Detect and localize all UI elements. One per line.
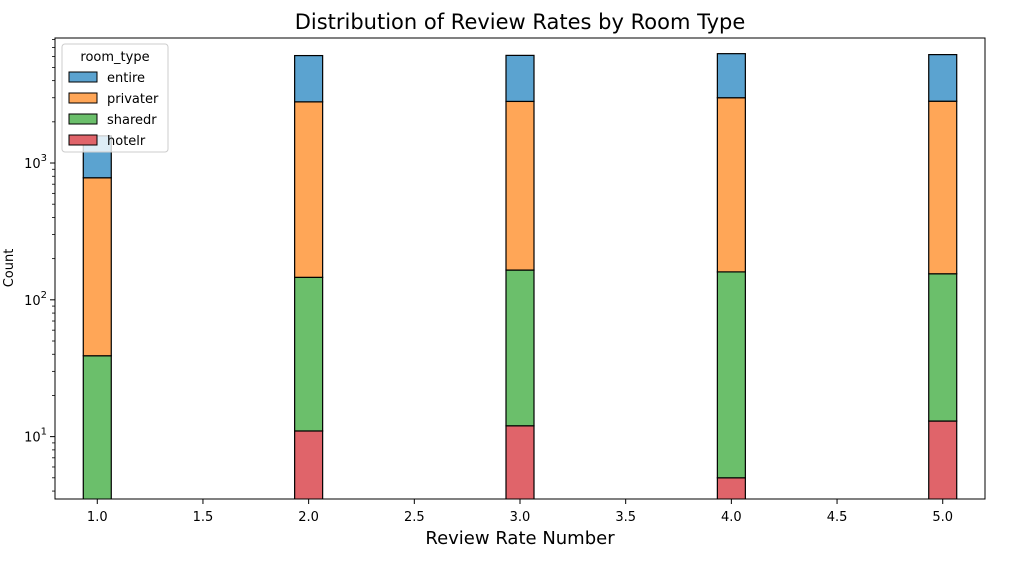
x-tick-label: 2.0 [298,510,319,525]
x-tick-label: 4.0 [721,510,742,525]
bar-privater-1 [82,177,112,357]
bar-sharedr-4 [716,271,746,479]
bar-hotelr-5 [928,420,958,499]
legend-swatch-hotelr [68,134,98,146]
legend-swatch-privater [68,92,98,104]
bar-entire-4 [716,53,746,99]
x-tick-label: 1.0 [87,510,108,525]
bar-privater-3 [505,100,535,271]
bar-hotelr-2 [294,430,324,499]
legend-swatch-entire [68,71,98,83]
x-tick-label: 4.5 [827,510,848,525]
legend-swatch-sharedr [68,113,98,125]
x-tick-label: 3.0 [510,510,531,525]
legend-label-sharedr: sharedr [107,113,157,128]
plot-area: 1.0 1.5 2.0 2.5 3.0 3.5 4.0 4.5 5.0 101 102 103 [24,37,986,525]
bar-entire-3 [505,54,535,103]
bar-privater-2 [294,101,324,278]
bar-sharedr-5 [928,273,958,422]
bar-sharedr-1 [82,355,112,499]
y-tick-label: 102 [24,290,47,309]
legend-title: room_type [80,50,149,65]
bar-entire-2 [294,54,324,103]
bar-privater-5 [928,100,958,275]
x-axis-label: Review Rate Number [425,528,615,549]
x-tick-label: 1.5 [193,510,214,525]
bar-privater-4 [716,97,746,273]
x-tick-label: 2.5 [404,510,425,525]
y-axis-label: Count [2,249,17,288]
legend-label-privater: privater [107,92,159,107]
bars-group [82,53,958,499]
legend-label-hotelr: hotelr [107,134,146,149]
bar-sharedr-3 [505,269,535,427]
x-tick-label: 3.5 [615,510,636,525]
legend-label-entire: entire [107,71,145,86]
chart-title: Distribution of Review Rates by Room Typ… [295,10,746,34]
bar-entire-5 [928,54,958,102]
legend-box [61,43,169,153]
bar-hotelr-3 [505,425,535,499]
bar-sharedr-2 [294,276,324,432]
x-tick-label: 5.0 [932,510,953,525]
y-tick-label: 101 [24,427,47,446]
y-tick-label: 103 [24,153,47,172]
